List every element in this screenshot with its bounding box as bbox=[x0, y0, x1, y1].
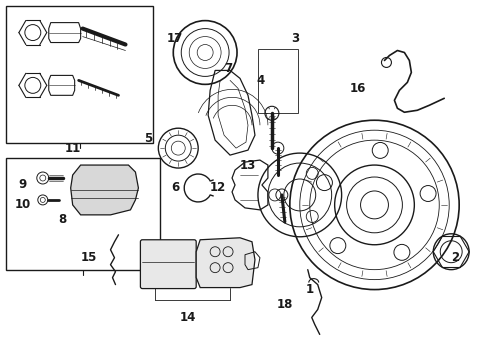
Text: 5: 5 bbox=[144, 132, 152, 145]
Text: 13: 13 bbox=[240, 158, 256, 172]
Text: 3: 3 bbox=[291, 32, 299, 45]
Bar bbox=[258, 49, 298, 113]
Polygon shape bbox=[71, 165, 138, 215]
Text: 1: 1 bbox=[306, 283, 314, 296]
Text: 17: 17 bbox=[167, 32, 183, 45]
Text: 4: 4 bbox=[257, 74, 265, 87]
Text: 9: 9 bbox=[19, 179, 27, 192]
Text: 11: 11 bbox=[65, 141, 81, 155]
FancyBboxPatch shape bbox=[141, 240, 196, 289]
Bar bbox=[143, 242, 194, 254]
Text: 18: 18 bbox=[277, 298, 293, 311]
Text: 8: 8 bbox=[59, 213, 67, 226]
Text: 2: 2 bbox=[451, 251, 459, 264]
Polygon shape bbox=[196, 238, 255, 288]
Text: 6: 6 bbox=[171, 181, 179, 194]
Bar bbox=[6, 6, 153, 143]
Text: 10: 10 bbox=[15, 198, 31, 211]
Text: 14: 14 bbox=[180, 311, 196, 324]
Bar bbox=[6, 158, 160, 270]
Text: 16: 16 bbox=[349, 82, 366, 95]
Text: 15: 15 bbox=[80, 251, 97, 264]
Text: 12: 12 bbox=[210, 181, 226, 194]
Text: 7: 7 bbox=[224, 62, 232, 75]
